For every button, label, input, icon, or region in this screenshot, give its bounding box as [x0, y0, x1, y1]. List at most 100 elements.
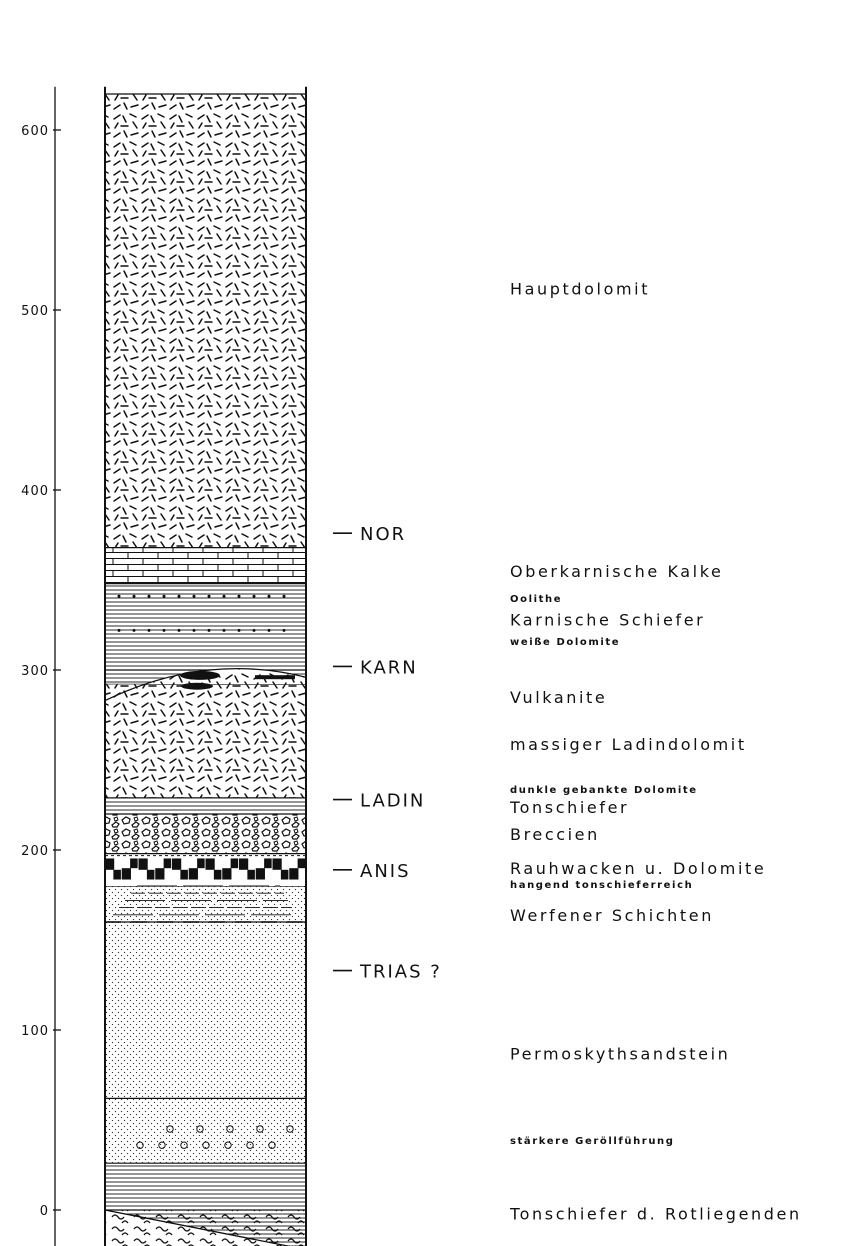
rotliegend-wedge	[105, 1210, 306, 1246]
rauhwacke-block	[255, 868, 265, 880]
pebble-mark	[256, 1125, 264, 1133]
formation-label: Breccien	[510, 825, 600, 844]
layer-werfener-schichten	[105, 886, 306, 922]
axis-tick-label: 600	[21, 124, 49, 139]
formation-label: hangend tonschieferreich	[510, 880, 693, 891]
oolite-dot	[147, 594, 151, 598]
formation-label: Rauhwacken u. Dolomite	[510, 859, 766, 878]
formation-label: massiger Ladindolomit	[510, 735, 747, 754]
volcanic-lens	[180, 670, 220, 680]
oolite-dot	[192, 628, 196, 632]
rauhwacke-block	[155, 868, 165, 880]
rauhwacke-block	[188, 868, 198, 880]
stage-label: KARN	[360, 657, 418, 678]
layer-massiger-ladindolomit	[105, 684, 306, 798]
formation-label: stärkere Geröllführung	[510, 1136, 675, 1147]
rauhwacke-block	[280, 869, 289, 880]
rauhwacke-block	[172, 858, 182, 870]
oolite-dot	[207, 594, 211, 598]
rauhwacke-block	[146, 869, 155, 880]
oolite-dot	[177, 628, 181, 632]
depth-axis: 6005004003002001000m	[21, 86, 61, 1246]
oolite-dot	[117, 594, 121, 598]
volcanic-mound-outline	[104, 667, 307, 702]
layer-oberkarnische-kalke	[105, 547, 306, 584]
pebble-mark	[196, 1125, 204, 1133]
pebble-mark	[180, 1141, 188, 1149]
oolite-dot	[192, 594, 196, 598]
volcanic-lens	[181, 682, 213, 690]
oolite-dot	[237, 594, 241, 598]
layer-tonschiefer-rotliegenden	[105, 1163, 306, 1210]
axis-tick-label: 400	[21, 484, 49, 499]
oolite-dot	[177, 594, 181, 598]
oolite-dot	[132, 628, 136, 632]
rauhwacke-block	[113, 869, 121, 880]
rauhwacke-block	[213, 869, 222, 880]
axis-tick-label: 100	[21, 1024, 49, 1039]
rauhwacke-block	[205, 858, 215, 870]
oolite-dot	[132, 594, 136, 598]
stage-label: TRIAS ?	[359, 962, 442, 983]
rauhwacke-block	[197, 858, 205, 869]
rauhwacke-block	[289, 868, 299, 880]
rauhwacke-block	[264, 858, 272, 869]
stage-label: NOR	[360, 524, 406, 545]
formation-label: Vulkanite	[510, 688, 607, 707]
layer-breccien	[105, 814, 306, 854]
pebble-mark	[286, 1125, 294, 1133]
rauhwacke-block	[180, 869, 188, 880]
layer-hauptdolomit	[105, 94, 306, 548]
rauhwacke-block	[247, 869, 255, 880]
layer-tonschiefer-ladin	[105, 797, 306, 814]
oolite-dot	[222, 628, 226, 632]
pebble-mark	[136, 1141, 144, 1149]
pebble-mark	[226, 1125, 234, 1133]
oolite-dot	[147, 628, 151, 632]
formation-label: Oberkarnische Kalke	[510, 562, 723, 581]
axis-tick-label: 500	[21, 304, 49, 319]
oolite-dot	[162, 594, 166, 598]
rauhwacke-block	[138, 858, 148, 870]
pebble-mark	[166, 1125, 174, 1133]
rauhwacke-block	[130, 858, 138, 869]
formation-label: dunkle gebankte Dolomite	[510, 785, 698, 796]
formation-labels: Hauptdolomit Oberkarnische Kalke Oolithe Ka…	[509, 279, 799, 1223]
pebble-mark	[202, 1141, 210, 1149]
rauhwacke-block	[297, 858, 306, 869]
formation-label: Oolithe	[510, 594, 562, 605]
rauhwacke-block	[121, 868, 131, 880]
formation-label: weiße Dolomite	[510, 637, 620, 648]
layer-permoskythsandstein	[105, 922, 306, 1099]
oolite-dot	[162, 628, 166, 632]
rauhwacke-block	[230, 858, 239, 869]
stage-label: ANIS	[360, 861, 411, 882]
formation-label: Hauptdolomit	[510, 279, 650, 298]
oolite-dot	[252, 628, 256, 632]
volcanic-lens	[255, 675, 295, 680]
oolite-dot	[117, 628, 121, 632]
formation-label: Tonschiefer	[509, 798, 629, 817]
basal-contact-line	[104, 1209, 292, 1246]
oolite-dot	[237, 628, 241, 632]
axis-tick-label: 200	[21, 844, 49, 859]
formation-label: Karnische Schiefer	[510, 611, 705, 630]
pebble-mark	[268, 1141, 276, 1149]
oolite-dot	[267, 628, 271, 632]
column-layers	[105, 93, 306, 1246]
axis-tick-label: 0	[40, 1204, 49, 1219]
layer-gerollfuhrung	[105, 1098, 306, 1164]
rauhwacke-block	[105, 858, 115, 870]
oolite-dot	[267, 594, 271, 598]
oolite-dot	[207, 628, 211, 632]
layer-karnische-schiefer	[105, 583, 306, 670]
pebble-mark	[158, 1141, 166, 1149]
oolite-dot	[282, 628, 286, 632]
oolite-dot	[252, 594, 256, 598]
rauhwacke-block	[272, 858, 282, 870]
formation-label: Permoskythsandstein	[510, 1044, 730, 1063]
column-overlays	[104, 86, 307, 1246]
stage-label: LADIN	[360, 791, 425, 812]
stage-labels: NOR KARN LADIN ANIS TRIAS ?	[333, 524, 442, 983]
